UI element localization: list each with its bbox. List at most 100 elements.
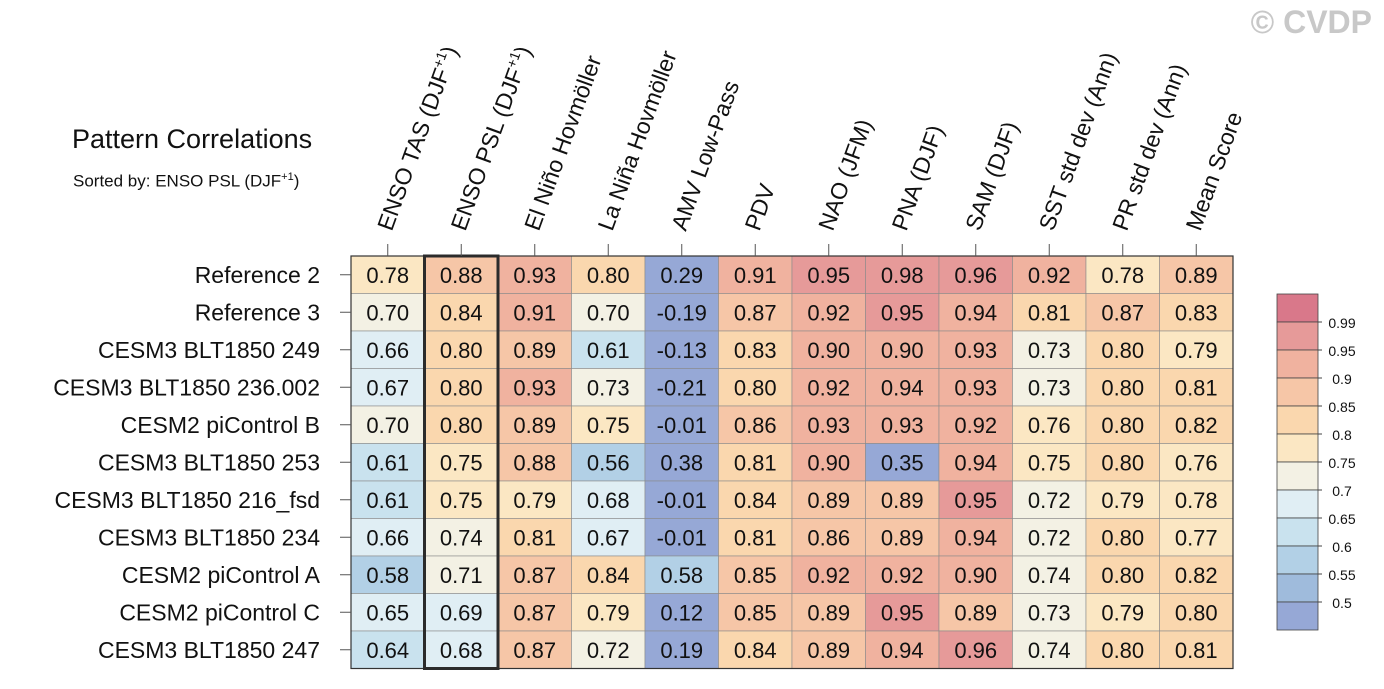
cell-value-label: 0.65 [366,600,409,625]
heatmap-cell [1012,368,1087,407]
cell-value-label: 0.80 [587,263,630,288]
cell-value-label: 0.71 [440,563,483,588]
heatmap-cell [718,405,793,444]
cell-value-label: 0.92 [807,375,850,400]
legend-swatch [1276,517,1319,547]
heatmap-cell [718,255,793,294]
cell-value-label: 0.94 [881,638,924,663]
cell-value-label: 0.85 [734,563,777,588]
heatmap-cell [1085,555,1160,594]
heatmap-cell [1085,330,1160,369]
cell-value-label: -0.19 [657,300,707,325]
cell-value-label: 0.95 [807,263,850,288]
heatmap-cell [350,405,425,444]
heatmap-cell [350,518,425,557]
cell-value-label: 0.85 [734,600,777,625]
heatmap-cell [497,518,572,557]
cell-value-label: 0.89 [807,600,850,625]
cell-value-label: 0.61 [587,338,630,363]
heatmap-cell [350,480,425,519]
heatmap-cell [350,330,425,369]
heatmap-cell [718,330,793,369]
column-label: SAM (DJF) [960,118,1023,234]
cell-value-label: 0.79 [513,488,556,513]
column-label-sup: +1 [429,49,450,70]
column-label: La Niña Hovmöller [593,47,682,234]
heatmap-cell [571,593,646,632]
heatmap-cell [1159,255,1234,294]
cell-value-label: 0.88 [513,450,556,475]
cell-value-label: 0.94 [954,525,997,550]
cell-value-label: 0.89 [513,338,556,363]
chart-subtitle: Sorted by: ENSO PSL (DJF+1) [73,171,299,192]
cell-value-label: 0.61 [366,450,409,475]
cell-value-label: 0.96 [954,638,997,663]
subtitle-sup: +1 [281,171,294,183]
heatmap-cell [1012,255,1087,294]
cell-value-label: 0.80 [1101,525,1144,550]
column-label: El Niño Hovmöller [519,52,606,234]
heatmap-cell [497,555,572,594]
cell-value-label: 0.90 [807,338,850,363]
cell-value-label: 0.92 [807,563,850,588]
legend-swatch [1276,545,1319,575]
watermark: © CVDP [1250,4,1372,40]
cell-value-label: 0.92 [881,563,924,588]
column-label: PDV [740,180,781,234]
cell-value-label: 0.89 [807,638,850,663]
legend-swatch [1276,573,1319,603]
heatmap-cell [718,630,793,669]
cell-value-label: 0.70 [366,413,409,438]
cell-value-label: 0.73 [1028,375,1071,400]
row-label: CESM3 BLT1850 216_fsd [54,487,320,513]
cell-value-label: 0.75 [440,450,483,475]
cell-value-label: 0.38 [660,450,703,475]
heatmap-cell [1085,593,1160,632]
legend-swatch [1276,321,1319,351]
heatmap-cell [718,480,793,519]
heatmap-cell [350,293,425,332]
cell-value-label: 0.89 [954,600,997,625]
cell-value-label: 0.80 [1175,600,1218,625]
heatmap-cell [1085,293,1160,332]
cell-value-label: 0.86 [734,413,777,438]
row-label: Reference 2 [195,262,320,288]
row-label: CESM2 piControl A [122,562,321,588]
heatmap-cell [424,405,499,444]
cell-value-label: 0.95 [954,488,997,513]
cell-value-label: 0.81 [1028,300,1071,325]
legend-swatch [1276,489,1319,519]
heatmap-cell [497,405,572,444]
legend-swatch [1276,293,1319,323]
cell-value-label: 0.96 [954,263,997,288]
cell-value-label: 0.87 [1101,300,1144,325]
cell-value-label: 0.84 [734,638,777,663]
heatmap-cell [938,443,1013,482]
legend-swatch [1276,349,1319,379]
column-label: Mean Score [1181,108,1248,233]
cell-value-label: 0.74 [440,525,483,550]
heatmap-cell [497,330,572,369]
column-label: ENSO TAS (DJF+1) [371,42,463,234]
heatmap-cell [1012,630,1087,669]
cell-value-label: 0.79 [1175,338,1218,363]
subtitle-prefix: Sorted by: ENSO PSL (DJF [73,171,282,191]
heatmap-cell [791,255,866,294]
heatmap-cell [865,630,940,669]
heatmap-cell [1159,405,1234,444]
cell-value-label: 0.92 [807,300,850,325]
column-label: ENSO PSL (DJF+1) [445,42,537,234]
subtitle-suffix: ) [293,171,300,191]
cell-value-label: 0.61 [366,488,409,513]
cell-value-label: 0.89 [881,525,924,550]
cell-value-label: 0.73 [587,375,630,400]
cell-value-label: 0.80 [1101,563,1144,588]
cell-value-label: 0.94 [954,300,997,325]
heatmap-cell [938,293,1013,332]
heatmap-cell [644,443,719,482]
heatmap-cell [497,480,572,519]
cell-value-label: 0.93 [513,263,556,288]
cell-value-label: 0.70 [587,300,630,325]
cell-value-label: 0.87 [513,563,556,588]
